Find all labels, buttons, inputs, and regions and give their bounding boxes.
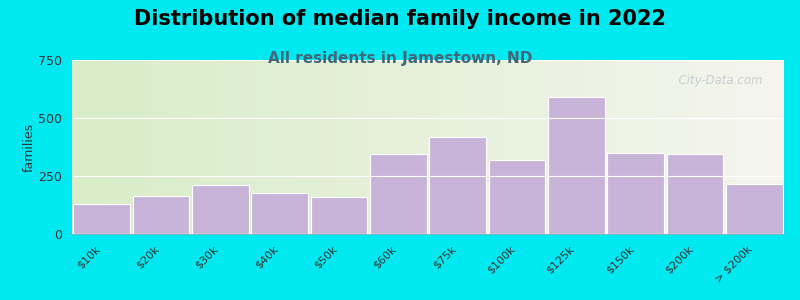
Bar (489, 160, 545, 234)
Bar (430, 136, 486, 234)
Bar (667, 154, 723, 234)
Bar (251, 194, 308, 234)
Bar (133, 196, 189, 234)
Bar (370, 154, 426, 234)
Text: Distribution of median family income in 2022: Distribution of median family income in … (134, 9, 666, 29)
Text: City-Data.com: City-Data.com (671, 74, 762, 87)
Y-axis label: families: families (22, 122, 35, 172)
Bar (74, 204, 130, 234)
Bar (311, 197, 367, 234)
Bar (726, 184, 782, 234)
Bar (192, 185, 249, 234)
Bar (548, 97, 605, 234)
Bar (607, 153, 664, 234)
Text: All residents in Jamestown, ND: All residents in Jamestown, ND (268, 51, 532, 66)
